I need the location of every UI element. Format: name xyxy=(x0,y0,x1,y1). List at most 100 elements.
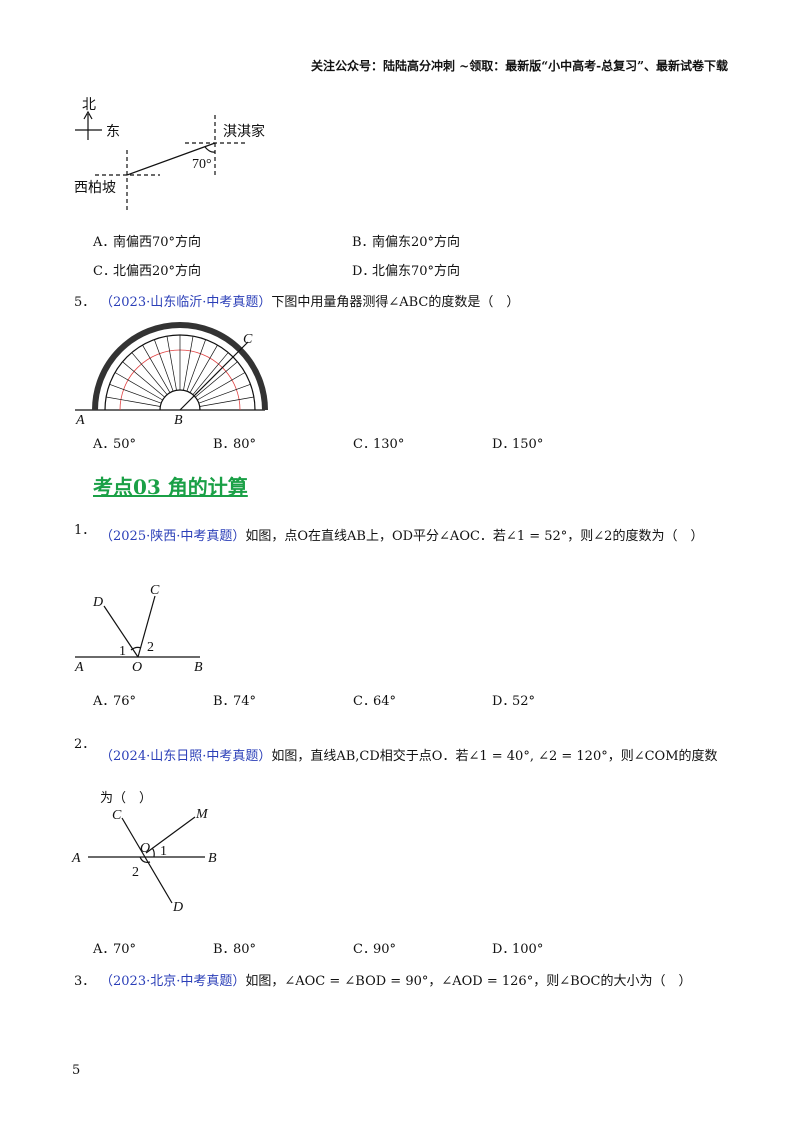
label: 70° xyxy=(192,157,212,172)
arrow-head xyxy=(83,110,93,120)
ray xyxy=(114,372,163,401)
label: 北 xyxy=(82,97,96,113)
question-number: 2． xyxy=(74,737,96,752)
ray xyxy=(197,372,246,401)
arc xyxy=(151,847,155,858)
option-text: 70° xyxy=(113,942,137,957)
ray xyxy=(109,384,162,404)
option-label: D． xyxy=(492,942,516,957)
option-text: 74° xyxy=(233,694,257,709)
header: 关注公众号：陆陆高分冲刺 ~领取：最新版“小中高考-总复习”、最新试卷下载 xyxy=(310,59,728,73)
option-label: D． xyxy=(492,437,516,452)
option-text: 100° xyxy=(512,942,544,957)
option-label: A． xyxy=(93,437,116,452)
option-text: 80° xyxy=(233,437,257,452)
option-label: B． xyxy=(352,235,375,250)
stem: 如图，点O在直线AB上，OD平分∠AOC．若∠1 = 52°，则∠2的度数为（ … xyxy=(245,529,704,544)
option-text: 90° xyxy=(373,942,397,957)
source: （2023·山东临沂·中考真题） xyxy=(100,295,272,310)
label: 2 xyxy=(147,640,154,655)
option-label: C． xyxy=(353,694,376,709)
label: C xyxy=(150,583,160,598)
ray xyxy=(186,339,206,392)
label: C xyxy=(112,808,122,823)
option-label: A． xyxy=(93,694,116,709)
option-label: B． xyxy=(213,942,236,957)
line xyxy=(126,142,216,176)
stem: 如图，直线AB,CD相交于点O．若∠1 = 40°, ∠2 = 120°，则∠C… xyxy=(100,749,718,806)
source: （2025·陕西·中考真题） xyxy=(100,529,246,544)
arc xyxy=(130,646,142,651)
protractor xyxy=(92,322,268,411)
line xyxy=(137,595,156,658)
option-label: B． xyxy=(213,437,236,452)
ray xyxy=(199,396,254,407)
label: A xyxy=(71,851,81,866)
arc xyxy=(139,856,151,864)
option-text: 80° xyxy=(233,942,257,957)
label: C xyxy=(243,332,253,347)
ray xyxy=(122,361,165,398)
source: （2023·北京·中考真题） xyxy=(100,974,246,989)
question-number: 5． xyxy=(74,295,96,310)
question: （2023·山东临沂·中考真题）下图中用量角器测得∠ABC的度数是（ ） xyxy=(100,294,519,312)
ray xyxy=(166,336,177,391)
ray xyxy=(195,361,238,398)
option-label: D． xyxy=(492,694,516,709)
option-label: C． xyxy=(353,942,376,957)
ray xyxy=(154,339,174,392)
label: B xyxy=(194,660,203,675)
label: 西柏坡 xyxy=(74,180,116,196)
label: 1 xyxy=(160,844,167,859)
ray xyxy=(192,352,229,395)
label: D xyxy=(92,595,103,610)
label: D xyxy=(172,900,183,915)
line xyxy=(145,816,196,854)
label: 淇淇家 xyxy=(223,123,265,140)
line xyxy=(179,341,249,411)
label: A xyxy=(74,660,84,675)
option-text: 64° xyxy=(373,694,397,709)
option-label: A． xyxy=(93,235,116,250)
label: M xyxy=(195,807,209,822)
option-label: C． xyxy=(353,437,376,452)
page-number: 5 xyxy=(72,1063,81,1078)
label: 东 xyxy=(106,124,120,140)
label: 2 xyxy=(132,865,139,880)
protractor xyxy=(159,389,201,411)
option-text: 北偏西20°方向 xyxy=(113,264,202,279)
label: 1 xyxy=(119,644,126,659)
question: （2023·北京·中考真题）如图，∠AOC = ∠BOD = 90°，∠AOD … xyxy=(100,973,692,991)
question-number: 3． xyxy=(74,974,96,989)
line xyxy=(121,817,173,904)
section-title: 考点03 角的计算 xyxy=(93,475,248,499)
label: A xyxy=(75,413,85,428)
ray xyxy=(198,384,251,404)
label: O xyxy=(132,660,142,675)
question: （2024·山东日照·中考真题）如图，直线AB,CD相交于点O．若∠1 = 40… xyxy=(100,736,730,820)
option-text: 76° xyxy=(113,694,137,709)
ray xyxy=(131,352,168,395)
stem: 下图中用量角器测得∠ABC的度数是（ ） xyxy=(271,295,520,310)
source: （2024·山东日照·中考真题） xyxy=(100,749,272,764)
question: （2025·陕西·中考真题）如图，点O在直线AB上，OD平分∠AOC．若∠1 =… xyxy=(100,522,720,552)
option-text: 50° xyxy=(113,437,137,452)
option-text: 52° xyxy=(512,694,536,709)
ray xyxy=(106,396,161,407)
label: B xyxy=(208,851,217,866)
question-number: 1． xyxy=(74,523,96,538)
option-text: 130° xyxy=(373,437,405,452)
stem: 如图，∠AOC = ∠BOD = 90°，∠AOD = 126°，则∠BOC的大… xyxy=(245,974,692,989)
label: O xyxy=(140,841,150,856)
option-text: 150° xyxy=(512,437,544,452)
ray xyxy=(189,344,218,393)
option-text: 南偏东20°方向 xyxy=(372,235,461,250)
option-label: D． xyxy=(352,264,376,279)
option-label: A． xyxy=(93,942,116,957)
label: B xyxy=(174,413,183,428)
option-label: C． xyxy=(93,264,116,279)
ray xyxy=(183,336,194,391)
protractor-rays xyxy=(106,335,254,407)
